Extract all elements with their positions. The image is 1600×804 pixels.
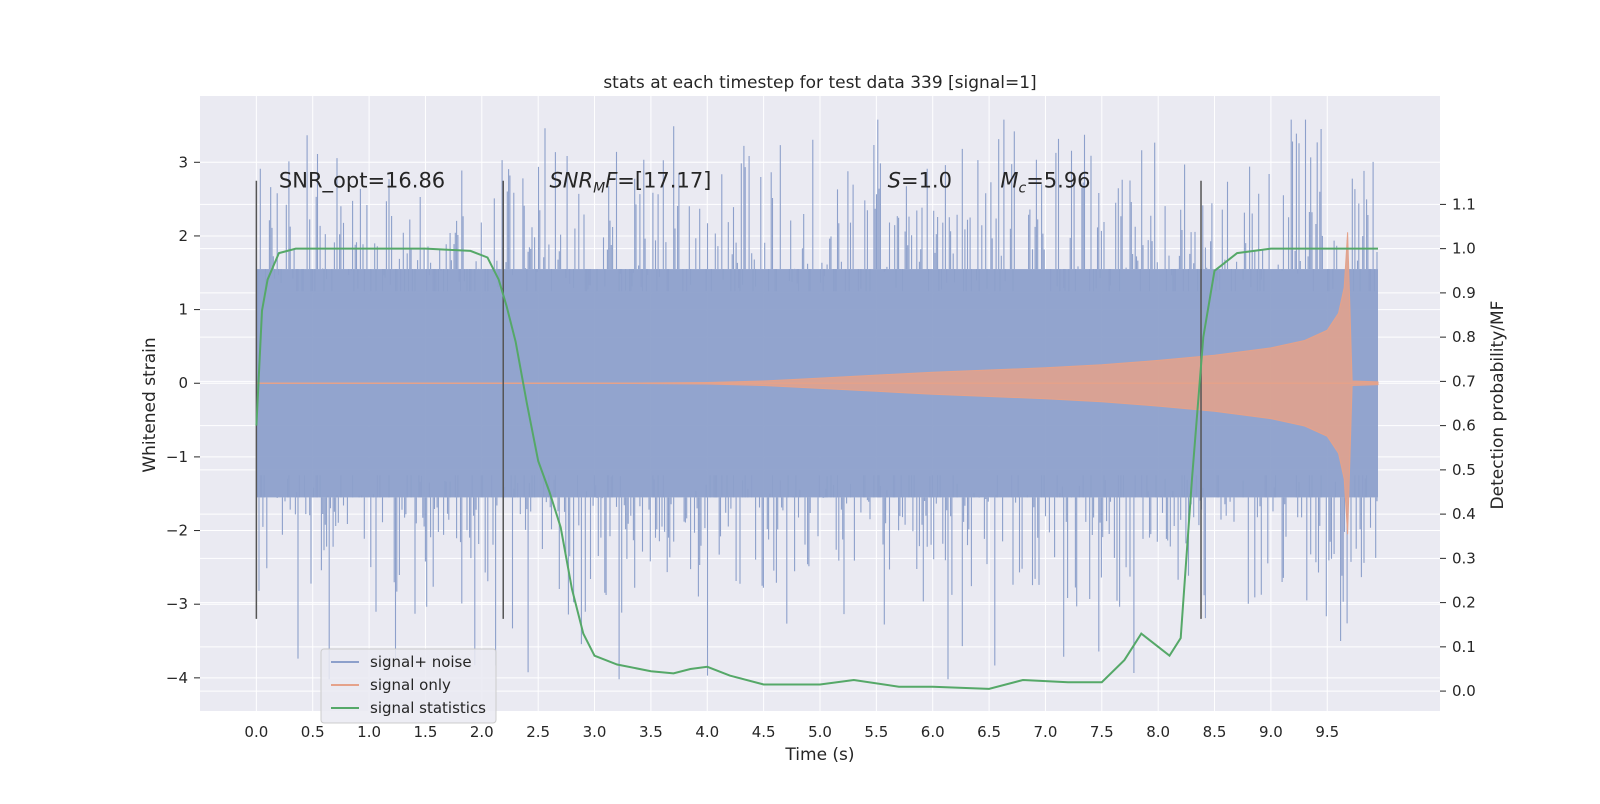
axis-ticks: 0.0 0.5 1.0 1.5 2.0 2.5 3.0 3.5 4.0 4.5 5.0 5.5 6.0 6…: [166, 153, 1476, 741]
y2-tick-label: 0.4: [1452, 505, 1476, 523]
y-tick-label: −4: [166, 669, 188, 687]
y2-tick-label: 0.0: [1452, 682, 1476, 700]
signal-statistics-series: [255, 247, 1378, 690]
x-tick-label: 7.5: [1090, 723, 1114, 741]
y2-tick-label: 0.9: [1452, 284, 1476, 302]
y2-tick-label: 0.6: [1452, 417, 1476, 435]
annotation-snr-mf: SNRMF=[17.17]: [549, 169, 711, 197]
x-tick-label: 1.0: [357, 723, 381, 741]
x-tick-label: 9.5: [1315, 723, 1339, 741]
annotation-snr-opt: SNR_opt=16.86: [279, 169, 445, 194]
y2-axis-label: Detection probability/MF: [1488, 301, 1508, 510]
annotations: SNR_opt=16.86 SNRMF=[17.17] S=1.0 Mc=5.96: [279, 169, 1091, 197]
y2-tick-label: 1.0: [1452, 240, 1476, 258]
x-tick-label: 2.0: [470, 723, 494, 741]
y-tick-label: −1: [166, 448, 188, 466]
x-tick-label: 6.0: [921, 723, 945, 741]
x-tick-label: 6.5: [977, 723, 1001, 741]
y2-tick-label: 1.1: [1452, 195, 1476, 213]
x-tick-label: 2.5: [526, 723, 550, 741]
legend-label-signal-only: signal only: [370, 676, 451, 694]
x-tick-label: 3.0: [583, 723, 607, 741]
x-tick-label: 8.5: [1203, 723, 1227, 741]
x-tick-label: 5.0: [808, 723, 832, 741]
legend-box: [320, 648, 497, 724]
y-axis-label: Whitened strain: [140, 337, 160, 472]
x-tick-label: 1.5: [414, 723, 438, 741]
x-tick-label: 9.0: [1259, 723, 1283, 741]
x-tick-label: 4.5: [752, 723, 776, 741]
signal-only-series: [256, 232, 1379, 535]
y2-tick-label: 0.3: [1452, 549, 1476, 567]
y2-tick-label: 0.5: [1452, 461, 1476, 479]
y2-tick-label: 0.1: [1452, 638, 1476, 656]
legend-label-signal-noise: signal+ noise: [370, 653, 472, 671]
x-tick-label: 4.0: [695, 723, 719, 741]
noise-spikes: [258, 119, 1378, 680]
y-tick-label: 0: [178, 374, 188, 392]
x-tick-label: 3.5: [639, 723, 663, 741]
marker-lines: [255, 180, 1202, 619]
x-tick-label: 5.5: [864, 723, 888, 741]
y-tick-label: 2: [178, 227, 188, 245]
annotation-s-val: S=1.0: [888, 169, 952, 193]
y2-tick-label: 0.8: [1452, 328, 1476, 346]
legend-label-signal-statistics: signal statistics: [370, 699, 486, 717]
signal-statistics-line: [255, 247, 1378, 690]
y-tick-label: 1: [178, 301, 188, 319]
x-tick-label: 0.5: [301, 723, 325, 741]
x-tick-label: 7.0: [1034, 723, 1058, 741]
x-tick-label: 8.0: [1146, 723, 1170, 741]
chart-title: stats at each timestep for test data 339…: [603, 73, 1036, 93]
annotation-mc-val: Mc=5.96: [1000, 169, 1090, 197]
x-tick-label: 0.0: [244, 723, 268, 741]
y2-tick-label: 0.2: [1452, 594, 1476, 612]
x-axis-label: Time (s): [784, 745, 854, 765]
y-tick-label: 3: [178, 153, 188, 171]
y-tick-label: −3: [166, 595, 188, 613]
y-tick-label: −2: [166, 522, 188, 540]
y2-tick-label: 0.7: [1452, 372, 1476, 390]
legend: signal+ noise signal only signal statist…: [320, 648, 497, 724]
